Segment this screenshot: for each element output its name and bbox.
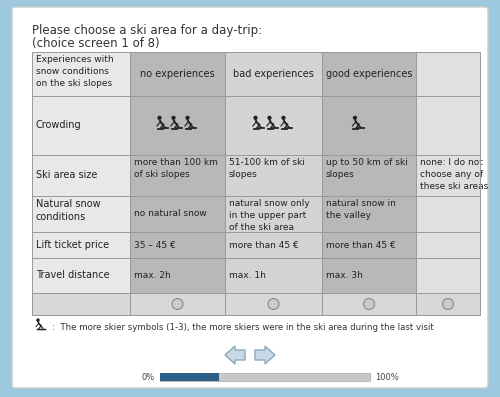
Circle shape (364, 299, 374, 310)
FancyBboxPatch shape (12, 7, 488, 388)
Circle shape (36, 318, 40, 322)
Text: Ski area size: Ski area size (36, 170, 98, 181)
Circle shape (186, 116, 190, 120)
Text: Please choose a ski area for a day-trip:: Please choose a ski area for a day-trip: (32, 24, 262, 37)
Text: good experiences: good experiences (326, 69, 412, 79)
Circle shape (172, 116, 175, 120)
Text: Crowding: Crowding (36, 121, 82, 131)
Text: max. 1h: max. 1h (229, 271, 266, 280)
Circle shape (172, 299, 183, 310)
Bar (160, 373, 370, 381)
Bar (32, 52, 130, 315)
Bar (416, 52, 480, 315)
Text: 51-100 km of ski
slopes: 51-100 km of ski slopes (229, 158, 305, 179)
Polygon shape (255, 346, 275, 364)
Text: 0%: 0% (142, 372, 155, 382)
Text: 100%: 100% (375, 372, 399, 382)
Text: more than 45 €: more than 45 € (229, 241, 299, 249)
Bar (322, 52, 416, 315)
Text: none: I do not
choose any of
these ski areas: none: I do not choose any of these ski a… (420, 158, 488, 191)
Bar (130, 52, 225, 315)
Bar (130, 293, 225, 315)
Text: Lift ticket price: Lift ticket price (36, 240, 109, 250)
Text: more than 45 €: more than 45 € (326, 241, 396, 249)
Circle shape (442, 299, 454, 310)
Text: (choice screen 1 of 8): (choice screen 1 of 8) (32, 37, 160, 50)
Text: Experiences with
snow conditions
on the ski slopes: Experiences with snow conditions on the … (36, 55, 114, 88)
Text: Natural snow
conditions: Natural snow conditions (36, 199, 100, 222)
Text: more than 100 km
of ski slopes: more than 100 km of ski slopes (134, 158, 218, 179)
Circle shape (268, 116, 272, 120)
Text: natural snow only
in the upper part
of the ski area: natural snow only in the upper part of t… (229, 199, 310, 231)
Text: Travel distance: Travel distance (36, 270, 110, 281)
Bar (32, 293, 130, 315)
Bar (225, 52, 322, 315)
Bar (416, 293, 480, 315)
Text: bad experiences: bad experiences (233, 69, 314, 79)
Polygon shape (225, 346, 245, 364)
Bar (322, 293, 416, 315)
Text: no experiences: no experiences (140, 69, 215, 79)
Text: no natural snow: no natural snow (134, 210, 207, 218)
Circle shape (158, 116, 162, 120)
Text: :  The more skier symbols (1-3), the more skiers were in the ski area during the: : The more skier symbols (1-3), the more… (52, 322, 434, 331)
Circle shape (282, 116, 286, 120)
Circle shape (268, 299, 279, 310)
Text: natural snow in
the valley: natural snow in the valley (326, 199, 396, 220)
Bar (160, 373, 219, 381)
Text: max. 2h: max. 2h (134, 271, 171, 280)
Bar (225, 293, 322, 315)
Text: max. 3h: max. 3h (326, 271, 363, 280)
Text: 35 – 45 €: 35 – 45 € (134, 241, 176, 249)
Circle shape (254, 116, 258, 120)
Text: up to 50 km of ski
slopes: up to 50 km of ski slopes (326, 158, 408, 179)
Circle shape (353, 116, 357, 120)
